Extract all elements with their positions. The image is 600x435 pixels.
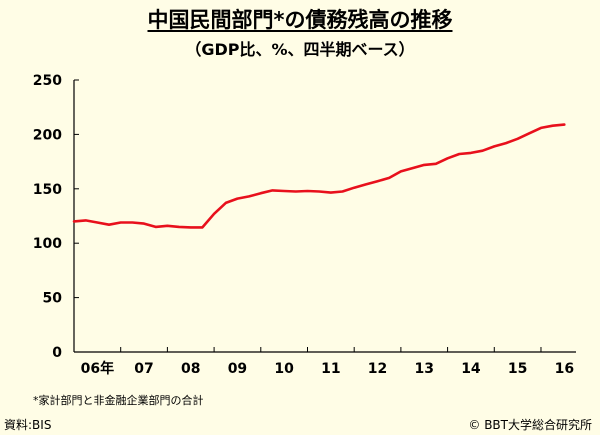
x-tick-label: 11: [321, 361, 340, 377]
x-tick-label: 14: [461, 361, 481, 377]
x-tick-label: 10: [274, 361, 294, 377]
series-line: [72, 123, 566, 229]
x-tick-label: 15: [508, 361, 527, 377]
y-tick-label: 50: [43, 291, 63, 307]
x-tick-label: 07: [134, 361, 153, 377]
y-tick-label: 250: [33, 73, 62, 89]
footnote: *家計部門と非金融企業部門の合計: [33, 394, 204, 407]
x-tick-label: 16: [555, 361, 574, 377]
y-tick-label: 200: [33, 127, 62, 143]
chart-title: 中国民間部門*の債務残高の推移: [147, 8, 453, 32]
source-note: 資料:BIS: [4, 418, 52, 432]
y-tick-label: 0: [52, 345, 62, 361]
x-tick-label: 06年: [81, 360, 114, 377]
x-tick-label: 13: [414, 361, 433, 377]
x-tick-label: 12: [368, 361, 387, 377]
chart-subtitle: （GDP比、%、四半期ベース）: [185, 40, 415, 59]
y-tick-label: 150: [33, 182, 62, 198]
x-tick-label: 08: [181, 361, 200, 377]
x-tick-label: 09: [228, 361, 247, 377]
y-tick-label: 100: [33, 236, 62, 252]
copyright-note: © BBT大学総合研究所: [468, 418, 592, 432]
